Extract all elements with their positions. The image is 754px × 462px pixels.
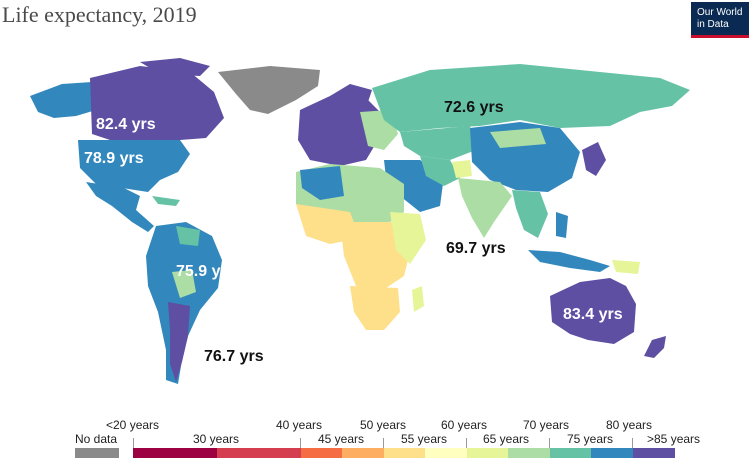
legend-swatch-20-30[interactable] <box>133 448 217 458</box>
legend: <20 years 40 years 50 years 60 years 70 … <box>0 412 754 462</box>
region-central-asia[interactable] <box>400 126 476 160</box>
logo-line-1: Our World <box>697 7 743 18</box>
region-mexico[interactable] <box>86 182 154 232</box>
legend-label-60: 60 years <box>441 418 488 432</box>
legend-label-under-20: <20 years <box>106 418 160 432</box>
region-central-africa[interactable] <box>340 222 412 292</box>
legend-swatch-55-60[interactable] <box>425 448 467 458</box>
legend-swatch-75-80[interactable] <box>591 448 633 458</box>
region-arctic-islands[interactable] <box>140 58 210 76</box>
logo-red-bar <box>691 35 749 38</box>
region-madagascar[interactable] <box>412 286 424 312</box>
world-map: 82.4 yrs 78.9 yrs 72.6 yrs 75.9 yrs 76.7… <box>30 58 690 384</box>
legend-label-30: 30 years <box>193 432 240 446</box>
legend-swatch-45-50[interactable] <box>342 448 384 458</box>
logo-line-2: in Data <box>697 19 729 30</box>
label-russia: 72.6 yrs <box>444 99 504 116</box>
label-argentina: 76.7 yrs <box>204 348 264 365</box>
region-east-africa[interactable] <box>390 212 426 264</box>
legend-label-50: 50 years <box>360 418 407 432</box>
owid-logo[interactable]: Our World in Data <box>691 2 749 38</box>
region-iran[interactable] <box>420 156 460 186</box>
region-png[interactable] <box>612 260 640 274</box>
legend-label-45: 45 years <box>318 432 365 446</box>
legend-label-over-85: >85 years <box>647 432 701 446</box>
region-europe-west[interactable] <box>298 92 380 166</box>
legend-label-75: 75 years <box>567 432 614 446</box>
legend-tick <box>466 438 467 448</box>
legend-tick <box>300 438 301 448</box>
legend-swatch-30-40[interactable] <box>217 448 301 458</box>
legend-label-40: 40 years <box>276 418 323 432</box>
region-korea-japan[interactable] <box>582 142 606 176</box>
legend-label-55: 55 years <box>401 432 448 446</box>
chart-title: Life expectancy, 2019 <box>2 2 197 27</box>
legend-swatch-50-55[interactable] <box>384 448 425 458</box>
region-afghanistan[interactable] <box>452 160 472 178</box>
legend-tick <box>383 438 384 448</box>
region-south-america[interactable] <box>146 222 222 384</box>
legend-swatch-40-45[interactable] <box>301 448 342 458</box>
legend-swatch-no-data[interactable] <box>75 448 119 458</box>
region-bolivia[interactable] <box>172 270 196 298</box>
legend-tick <box>549 438 550 448</box>
region-southeast-asia[interactable] <box>512 190 548 238</box>
legend-tick <box>133 438 134 448</box>
legend-swatch-80-85[interactable] <box>633 448 675 458</box>
legend-label-no-data: No data <box>75 432 118 446</box>
legend-tick <box>632 438 633 448</box>
region-usa[interactable] <box>78 140 190 192</box>
region-maghreb[interactable] <box>300 166 344 200</box>
label-australia: 83.4 yrs <box>563 306 623 323</box>
label-brazil: 75.9 yrs <box>176 263 236 280</box>
region-guyanas[interactable] <box>176 226 200 246</box>
label-canada: 82.4 yrs <box>96 116 156 133</box>
region-indonesia[interactable] <box>528 250 610 272</box>
region-russia[interactable] <box>372 64 690 132</box>
region-greenland[interactable] <box>218 66 320 114</box>
region-mongolia[interactable] <box>490 128 546 148</box>
region-australia[interactable] <box>550 278 636 344</box>
region-southern-africa[interactable] <box>350 286 400 330</box>
label-india: 69.7 yrs <box>446 240 506 257</box>
region-india[interactable] <box>458 178 512 238</box>
label-usa: 78.9 yrs <box>84 150 144 167</box>
region-scandinavia[interactable] <box>330 84 372 110</box>
region-argentina[interactable] <box>168 302 190 382</box>
region-new-zealand[interactable] <box>644 336 666 358</box>
region-philippines[interactable] <box>556 212 568 238</box>
legend-swatch-65-70[interactable] <box>508 448 550 458</box>
region-caribbean[interactable] <box>152 196 180 206</box>
legend-swatch-70-75[interactable] <box>550 448 591 458</box>
legend-label-70: 70 years <box>523 418 570 432</box>
region-canada[interactable] <box>90 66 224 140</box>
legend-label-65: 65 years <box>483 432 530 446</box>
legend-swatch-60-65[interactable] <box>467 448 508 458</box>
legend-label-80: 80 years <box>606 418 653 432</box>
region-alaska[interactable] <box>30 82 96 118</box>
